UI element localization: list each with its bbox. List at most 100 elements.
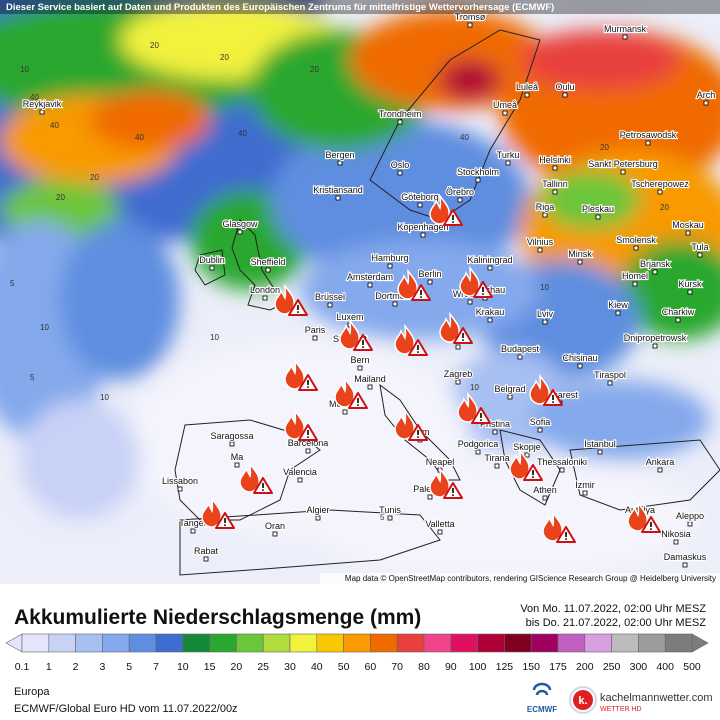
contour-label: 20 [220,53,229,62]
city-label: Tanger [179,518,207,528]
city-label: Izmir [575,480,595,490]
city-label: Sheffield [251,257,286,267]
city-marker [524,452,530,458]
city-label: Tscherepowez [631,179,689,189]
city-marker [632,281,638,287]
city-marker [582,490,588,496]
warning-dot [452,221,454,223]
attribution-band [320,573,720,584]
scale-label: 0.1 [15,661,30,673]
city-marker [262,295,268,301]
scale-label: 5 [126,661,132,673]
city-label: Budapest [501,344,540,354]
city-marker [492,429,498,435]
region: Europa [14,686,50,698]
city-marker [335,195,341,201]
city-marker [417,202,423,208]
warning-dot [552,401,554,403]
scale-label: 1 [46,661,52,673]
site-logo: k. kachelmannwetter.com WETTER HD [569,686,713,714]
fire-warning [394,408,428,441]
contour-label: 10 [210,333,219,342]
city-label: Umeå [493,100,517,110]
fire-warning [509,448,543,481]
scale-swatch [450,633,478,653]
city-marker [487,317,493,323]
warning-mark [417,430,419,435]
city-label: Oslo [391,160,410,170]
city-label: Helsinki [539,155,571,165]
city-marker [687,521,693,527]
city-label: Podgorica [458,439,499,449]
ecmwf-logo: ECMWF [527,682,557,714]
color-scale: 0.1 1 2 3 5 7 10 15 20 25 30 40 50 60 70 80 90 100 125 150 1… [5,633,709,673]
city-marker [467,22,473,28]
contour-labels: 2020104040402051020510402020105105102040 [10,41,669,522]
city-label: Belgrad [494,384,525,394]
warning-mark [650,522,652,527]
city-marker [542,319,548,325]
city-marker [203,556,209,562]
fire-warning [334,376,368,409]
city-label: Berlin [418,269,441,279]
city-label: Valletta [425,519,454,529]
warning-mark [362,340,364,345]
scale-swatch [664,633,693,653]
city-label: Saragossa [210,431,253,441]
city-label: Kaliningrad [467,255,512,265]
warning-dot [462,339,464,341]
city-marker [622,34,628,40]
scale-label: 90 [445,661,457,673]
city-marker [457,197,463,203]
scale-swatch [155,633,184,653]
warning-mark [297,305,299,310]
warning-dot [307,436,309,438]
city-marker [673,539,679,545]
city-marker [475,449,481,455]
city-marker [392,301,398,307]
city-marker [652,269,658,275]
city-marker [552,165,558,171]
city-marker [577,259,583,265]
city-label: Tromsø [455,12,486,22]
city-label: Tunis [379,505,401,515]
contour-label: 20 [90,173,99,182]
city-label: Algier [306,505,329,515]
scale-swatch [530,633,559,653]
warning-mark [420,290,422,295]
contour-label: 10 [100,393,109,402]
city-marker [337,160,343,166]
city-label: Athen [533,485,557,495]
scale-arrow-right [691,633,709,653]
warning-mark [565,532,567,537]
city-label: Lissabon [162,476,198,486]
city-label: Luleå [516,82,538,92]
contour-label: 40 [30,93,39,102]
scale-label: 30 [284,661,296,673]
warning-dot [480,419,482,421]
city-label: Ankara [646,457,675,467]
scale-arrow-left [5,633,23,653]
contour-label: 40 [460,133,469,142]
city-marker [420,232,426,238]
city-label: Zagreb [444,369,473,379]
contour-label: 20 [56,193,65,202]
warning-mark [552,395,554,400]
contour-label: 40 [50,121,59,130]
city-label: Barcelona [288,438,329,448]
city-label: Nikosia [661,529,691,539]
city-label: Sankt Petersburg [588,159,658,169]
scale-swatch [102,633,130,653]
city-marker [237,229,243,235]
city-marker [595,214,601,220]
city-label: Charkiw [662,307,695,317]
fire-warning [339,318,373,351]
contour-label: 10 [20,65,29,74]
logo-letter: k. [578,695,587,707]
city-marker [657,189,663,195]
scale-swatch [75,633,103,653]
city-marker [367,282,373,288]
scale-label: 400 [656,661,674,673]
